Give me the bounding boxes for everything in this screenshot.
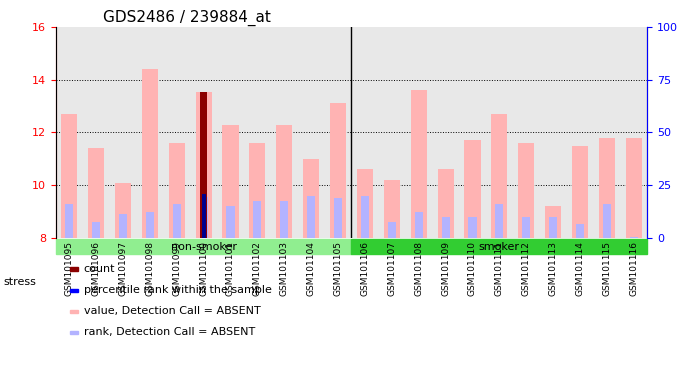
- Bar: [411, 90, 427, 238]
- Bar: [603, 204, 611, 238]
- Bar: [383, 180, 400, 238]
- Bar: [572, 146, 588, 238]
- Bar: [330, 103, 346, 238]
- Text: value, Detection Call = ABSENT: value, Detection Call = ABSENT: [84, 306, 260, 316]
- Bar: [630, 237, 638, 238]
- Text: percentile rank within the sample: percentile rank within the sample: [84, 285, 271, 295]
- Bar: [168, 143, 184, 238]
- Bar: [145, 212, 154, 238]
- Bar: [65, 204, 73, 238]
- Bar: [357, 169, 373, 238]
- Text: non-smoker: non-smoker: [171, 242, 237, 252]
- Bar: [200, 197, 207, 238]
- Bar: [496, 204, 503, 238]
- Bar: [388, 222, 396, 238]
- Bar: [522, 217, 530, 238]
- Bar: [468, 217, 477, 238]
- Bar: [200, 91, 207, 238]
- Bar: [626, 138, 642, 238]
- Bar: [173, 204, 181, 238]
- Bar: [196, 91, 212, 238]
- Bar: [599, 138, 615, 238]
- Bar: [276, 124, 292, 238]
- Bar: [249, 143, 265, 238]
- Bar: [576, 223, 584, 238]
- Bar: [351, 239, 647, 254]
- Bar: [307, 196, 315, 238]
- Bar: [119, 214, 127, 238]
- Text: GDS2486 / 239884_at: GDS2486 / 239884_at: [103, 9, 271, 25]
- Text: smoker: smoker: [479, 242, 520, 252]
- Bar: [202, 194, 205, 238]
- Bar: [280, 201, 288, 238]
- Bar: [115, 183, 131, 238]
- Text: count: count: [84, 264, 115, 274]
- Bar: [253, 201, 262, 238]
- Bar: [226, 207, 235, 238]
- Bar: [415, 212, 422, 238]
- Bar: [88, 148, 104, 238]
- Bar: [361, 196, 369, 238]
- Bar: [491, 114, 507, 238]
- Bar: [223, 124, 239, 238]
- Bar: [334, 199, 342, 238]
- Bar: [142, 69, 158, 238]
- Bar: [92, 222, 100, 238]
- Bar: [464, 141, 480, 238]
- Text: stress: stress: [3, 277, 36, 287]
- Text: rank, Detection Call = ABSENT: rank, Detection Call = ABSENT: [84, 328, 255, 338]
- Bar: [61, 114, 77, 238]
- Bar: [441, 217, 450, 238]
- Bar: [519, 143, 535, 238]
- Bar: [303, 159, 319, 238]
- Bar: [545, 207, 561, 238]
- Bar: [438, 169, 454, 238]
- Bar: [549, 217, 557, 238]
- Bar: [56, 239, 351, 254]
